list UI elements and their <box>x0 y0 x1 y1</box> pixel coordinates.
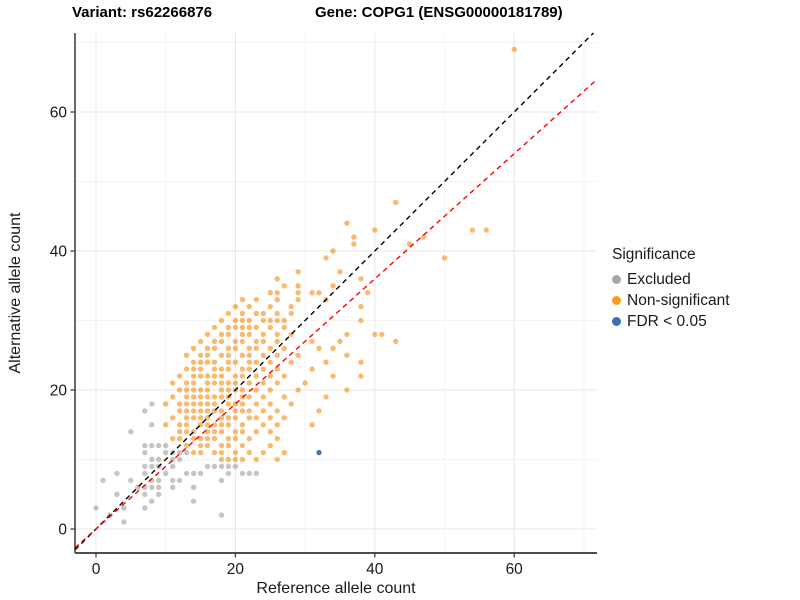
excluded-dot-icon <box>612 275 621 284</box>
legend-label-non-significant: Non-significant <box>627 291 730 309</box>
svg-text:40: 40 <box>366 561 384 578</box>
legend-title: Significance <box>612 246 696 263</box>
legend-item-non-significant: Non-significant <box>612 290 730 311</box>
svg-text:0: 0 <box>58 522 67 539</box>
variant-title: Variant: rs62266876 <box>72 4 213 21</box>
legend-label-excluded: Excluded <box>627 270 691 288</box>
svg-text:20: 20 <box>227 561 245 578</box>
fdr-dot-icon <box>612 317 621 326</box>
svg-text:60: 60 <box>50 105 68 122</box>
x-axis-title: Reference allele count <box>256 580 416 597</box>
legend-item-excluded: Excluded <box>612 269 730 290</box>
svg-text:20: 20 <box>50 383 68 400</box>
non-significant-dot-icon <box>612 296 621 305</box>
legend-label-fdr: FDR < 0.05 <box>627 312 707 330</box>
legend: Significance Excluded Non-significant FD… <box>612 246 730 332</box>
legend-item-fdr: FDR < 0.05 <box>612 311 730 332</box>
y-axis-title: Alternative allele count <box>7 212 24 374</box>
gene-title: Gene: COPG1 (ENSG00000181789) <box>315 4 563 21</box>
svg-text:40: 40 <box>50 244 68 261</box>
svg-text:60: 60 <box>506 561 524 578</box>
svg-text:0: 0 <box>92 561 101 578</box>
plot-title: Variant: rs62266876 Gene: COPG1 (ENSG000… <box>0 4 800 26</box>
